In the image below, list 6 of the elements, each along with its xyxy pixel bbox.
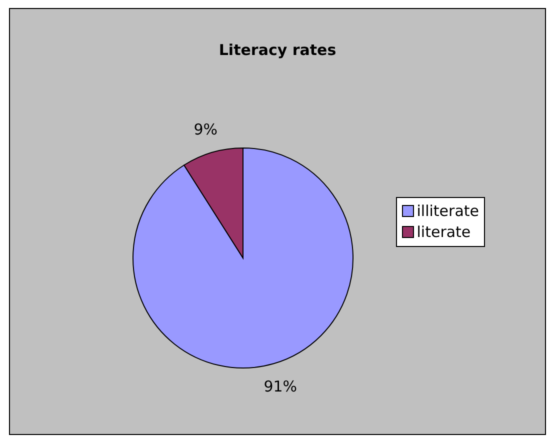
legend-label: literate	[416, 222, 471, 242]
legend-label: illiterate	[416, 200, 479, 222]
chart-title: Literacy rates	[218, 41, 338, 59]
data-label: 9%	[194, 120, 218, 138]
pie-slice	[132, 148, 354, 368]
data-label: 91%	[264, 378, 298, 396]
